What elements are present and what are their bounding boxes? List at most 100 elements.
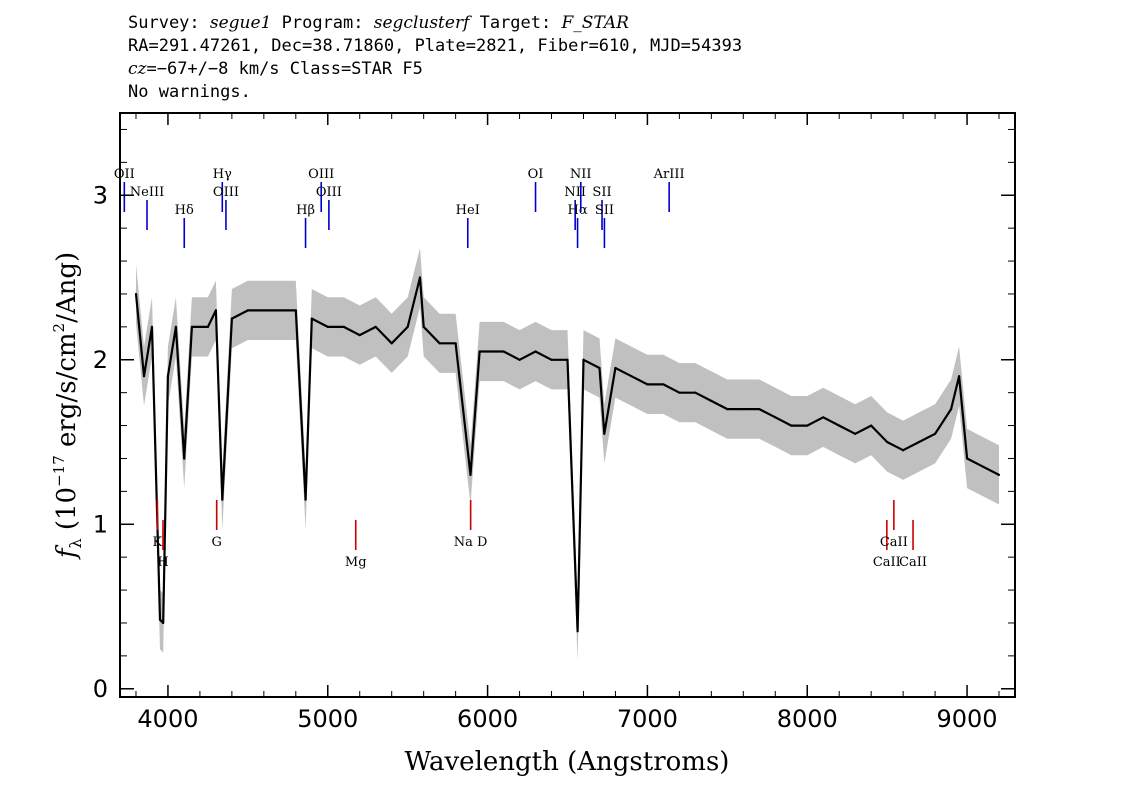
emission-line-label: NeIII <box>130 185 164 200</box>
emission-line-label: OIII <box>316 185 342 200</box>
flux-point <box>806 424 809 427</box>
y-title-exponent: −17 <box>50 455 68 487</box>
absorption-line-label: CaII <box>880 535 908 550</box>
absorption-line-label: Na D <box>454 535 488 550</box>
flux-series-line <box>134 276 1000 633</box>
flux-point <box>262 309 265 312</box>
flux-point <box>221 498 224 501</box>
flux-point <box>981 465 985 468</box>
header-line-4: No warnings. <box>128 82 251 102</box>
y-tick-label: 2 <box>93 346 108 374</box>
flux-point <box>174 325 178 328</box>
flux-point <box>406 325 409 328</box>
flux-point <box>997 473 1001 477</box>
flux-point <box>726 408 729 411</box>
flux-point <box>694 391 697 394</box>
flux-point <box>150 325 154 328</box>
flux-point <box>534 350 537 353</box>
flux-point <box>918 440 921 444</box>
flux-point <box>278 309 281 312</box>
y-title-exponent-2: 2 <box>50 323 68 333</box>
flux-point <box>422 325 425 328</box>
flux-point <box>576 630 579 633</box>
y-tick-label: 3 <box>93 181 108 209</box>
absorption-line-label: CaII <box>873 555 901 570</box>
x-tick-label: 6000 <box>457 705 518 733</box>
survey-value: segue1 <box>209 13 272 33</box>
flux-point <box>518 358 521 361</box>
flux-point <box>374 325 377 328</box>
flux-point <box>469 473 472 477</box>
emission-line-label: OII <box>114 167 135 182</box>
absorption-line-label: G <box>211 535 221 550</box>
emission-line-label: SII <box>592 185 611 200</box>
absorption-line-label: Mg <box>345 555 367 570</box>
flux-point <box>166 375 170 378</box>
flux-point <box>838 424 841 427</box>
target-label: Target: <box>469 13 562 33</box>
flux-point <box>198 325 202 328</box>
x-tick-label: 9000 <box>937 705 998 733</box>
target-value: F_STAR <box>561 13 629 33</box>
flux-point <box>190 325 194 328</box>
y-title-open: (10 <box>52 487 82 539</box>
flux-point <box>566 358 569 361</box>
chart-axes: 4000 5000 6000 7000 8000 9000 0 1 2 3 <box>93 113 1015 733</box>
flux-point <box>310 317 313 320</box>
plot-frame <box>119 112 1016 698</box>
flux-point <box>183 457 186 460</box>
flux-point <box>342 325 345 328</box>
program-label: Program: <box>271 13 374 33</box>
flux-point <box>854 432 857 435</box>
flux-point <box>142 375 146 378</box>
flux-point <box>933 432 937 435</box>
x-tick-label: 5000 <box>297 705 358 733</box>
y-tick-label: 0 <box>93 675 108 703</box>
flux-point <box>886 440 889 444</box>
emission-line-label: Hγ <box>213 167 232 182</box>
flux-point <box>390 342 393 345</box>
emission-line-label: Hα <box>568 203 588 218</box>
flux-point <box>582 358 585 361</box>
flux-point <box>870 424 873 427</box>
flux-point <box>214 309 217 312</box>
flux-point <box>550 358 553 361</box>
x-tick-label: 8000 <box>777 705 838 733</box>
flux-point <box>678 391 681 394</box>
error-band <box>136 247 999 661</box>
flux-point <box>326 325 329 328</box>
flux-point <box>502 350 505 353</box>
flux-point <box>710 399 713 402</box>
flux-point <box>949 408 953 411</box>
y-axis-title: fλ (10−17 erg/s/cm2/Ang) <box>50 252 85 560</box>
flux-point <box>742 408 745 411</box>
flux-point <box>790 424 793 427</box>
flux-point <box>294 309 297 312</box>
flux-point <box>438 342 441 345</box>
cz-label: cz <box>128 59 147 79</box>
y-tick-label: 1 <box>93 510 108 538</box>
chart-marks: OIINeIIIHδHγOIIIHβOIIIOIIIHeIOINIIHαNIIS… <box>114 167 1001 661</box>
program-value: segclusterf <box>373 13 470 33</box>
emission-line-label: HeI <box>456 203 480 218</box>
flux-point <box>486 350 489 353</box>
flux-point <box>304 498 307 501</box>
flux-point <box>614 366 617 370</box>
flux-point <box>134 292 138 296</box>
flux-point <box>454 342 457 345</box>
emission-line-label: OIII <box>213 185 239 200</box>
flux-point <box>662 383 665 386</box>
flux-point <box>230 317 233 320</box>
flux-point <box>478 350 481 353</box>
flux-point <box>758 408 761 411</box>
spectrum-header: Survey: segue1 Program: segclusterf Targ… <box>128 12 742 104</box>
header-line-1: Survey: segue1 Program: segclusterf Targ… <box>128 12 742 35</box>
emission-line-label: Hδ <box>175 203 194 218</box>
flux-point <box>598 366 601 370</box>
flux-point <box>774 416 777 419</box>
y-title-close: /Ang) <box>52 252 82 323</box>
absorption-line-label: K <box>153 535 163 550</box>
y-title-units: erg/s/cm <box>52 332 82 455</box>
cz-value: =−67+/−8 km/s Class=STAR F5 <box>146 59 423 79</box>
